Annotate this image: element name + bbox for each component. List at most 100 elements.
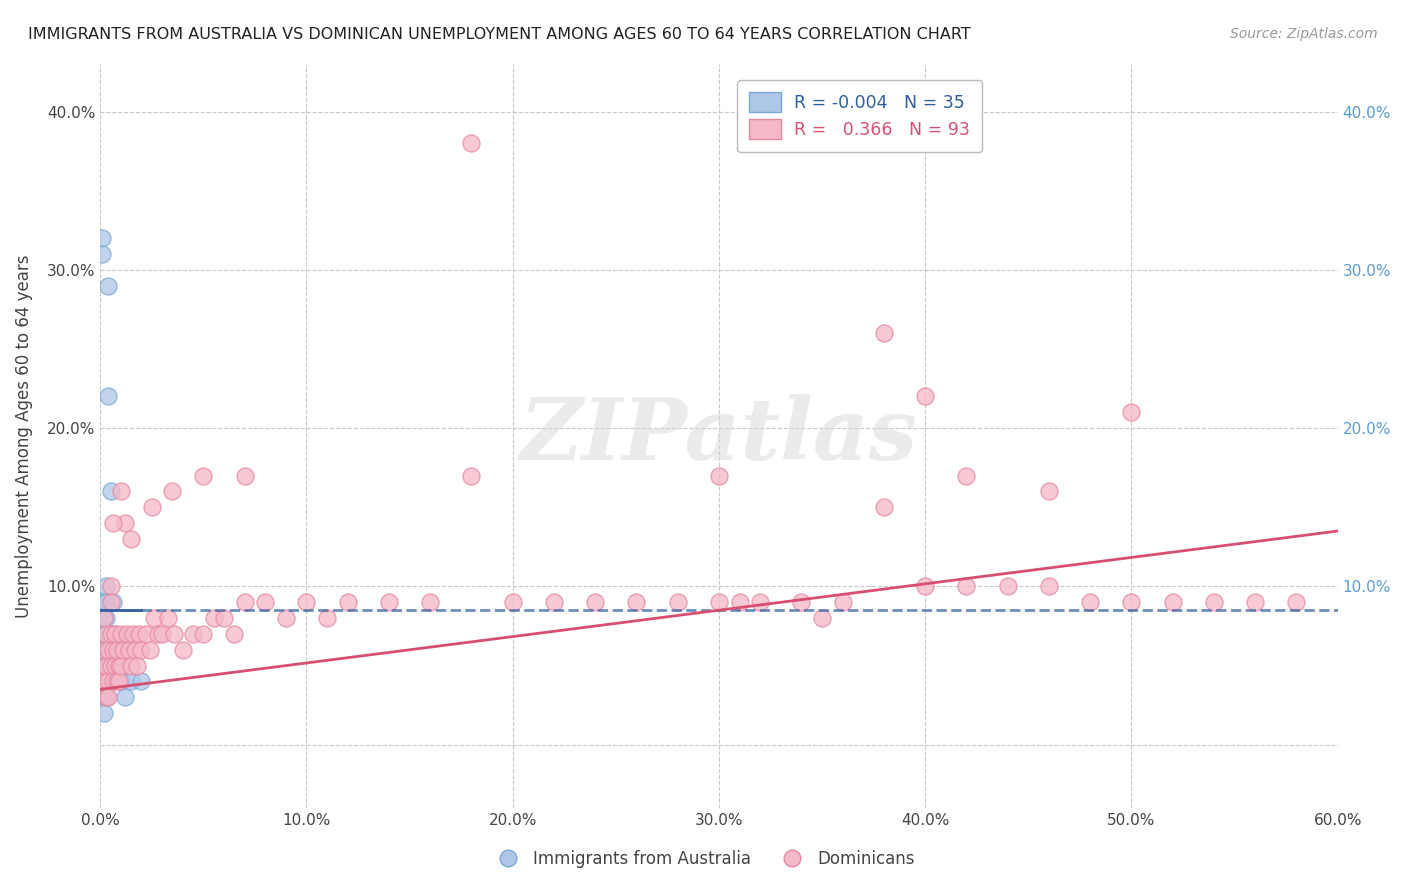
Point [460,136,482,151]
Point [96,642,118,657]
Point [233,468,256,483]
Point [101,595,124,609]
Point [96,658,118,673]
Point [91,658,114,673]
Point [336,595,359,609]
Point [666,595,689,609]
Point [96,627,118,641]
Point [131,674,153,689]
Point [101,516,124,530]
Point [96,627,118,641]
Point [114,516,136,530]
Point [1285,595,1308,609]
Point [419,595,441,609]
Point [91,674,114,689]
Text: ZIPatlas: ZIPatlas [520,394,918,478]
Point [120,658,142,673]
Point [101,674,124,689]
Point [108,674,131,689]
Point [122,627,145,641]
Point [124,642,146,657]
Point [460,468,482,483]
Point [115,627,138,641]
Point [202,611,225,625]
Text: Source: ZipAtlas.com: Source: ZipAtlas.com [1230,27,1378,41]
Point [104,658,127,673]
Point [146,627,169,641]
Point [91,231,114,245]
Point [96,595,118,609]
Point [193,627,215,641]
Point [97,674,120,689]
Point [97,690,120,705]
Y-axis label: Unemployment Among Ages 60 to 64 years: Unemployment Among Ages 60 to 64 years [15,254,32,618]
Point [163,627,186,641]
Point [1038,484,1060,499]
Point [93,642,115,657]
Point [97,642,120,657]
Point [96,611,118,625]
Point [105,658,128,673]
Point [162,484,184,499]
Point [135,627,157,641]
Legend: R = -0.004   N = 35, R =   0.366   N = 93: R = -0.004 N = 35, R = 0.366 N = 93 [737,80,983,152]
Point [295,595,318,609]
Point [873,326,896,341]
Point [118,642,141,657]
Point [91,674,114,689]
Point [120,532,142,546]
Point [110,674,132,689]
Point [1038,579,1060,593]
Point [110,484,132,499]
Point [254,595,277,609]
Point [114,690,136,705]
Point [93,627,115,641]
Point [233,595,256,609]
Point [101,674,124,689]
Point [97,658,120,673]
Point [172,642,194,657]
Point [93,611,115,625]
Point [212,611,235,625]
Point [105,642,128,657]
Point [274,611,297,625]
Point [626,595,648,609]
Point [139,642,162,657]
Point [96,658,118,673]
Point [93,674,115,689]
Point [128,627,150,641]
Point [97,642,120,657]
Point [110,627,132,641]
Point [110,658,132,673]
Point [100,658,122,673]
Point [96,579,118,593]
Point [378,595,401,609]
Point [91,247,114,261]
Point [131,642,153,657]
Point [101,642,124,657]
Point [790,595,813,609]
Point [583,595,606,609]
Point [181,627,204,641]
Point [100,484,122,499]
Point [93,674,115,689]
Point [150,627,173,641]
Text: IMMIGRANTS FROM AUSTRALIA VS DOMINICAN UNEMPLOYMENT AMONG AGES 60 TO 64 YEARS CO: IMMIGRANTS FROM AUSTRALIA VS DOMINICAN U… [28,27,972,42]
Point [749,595,772,609]
Point [100,579,122,593]
Point [93,658,115,673]
Point [127,658,149,673]
Point [141,500,163,515]
Point [1078,595,1101,609]
Point [97,674,120,689]
Point [1121,595,1143,609]
Point [104,627,127,641]
Point [100,595,122,609]
Point [997,579,1019,593]
Point [1121,405,1143,419]
Point [142,611,165,625]
Point [97,278,120,293]
Point [93,595,115,609]
Point [93,706,115,720]
Point [108,658,131,673]
